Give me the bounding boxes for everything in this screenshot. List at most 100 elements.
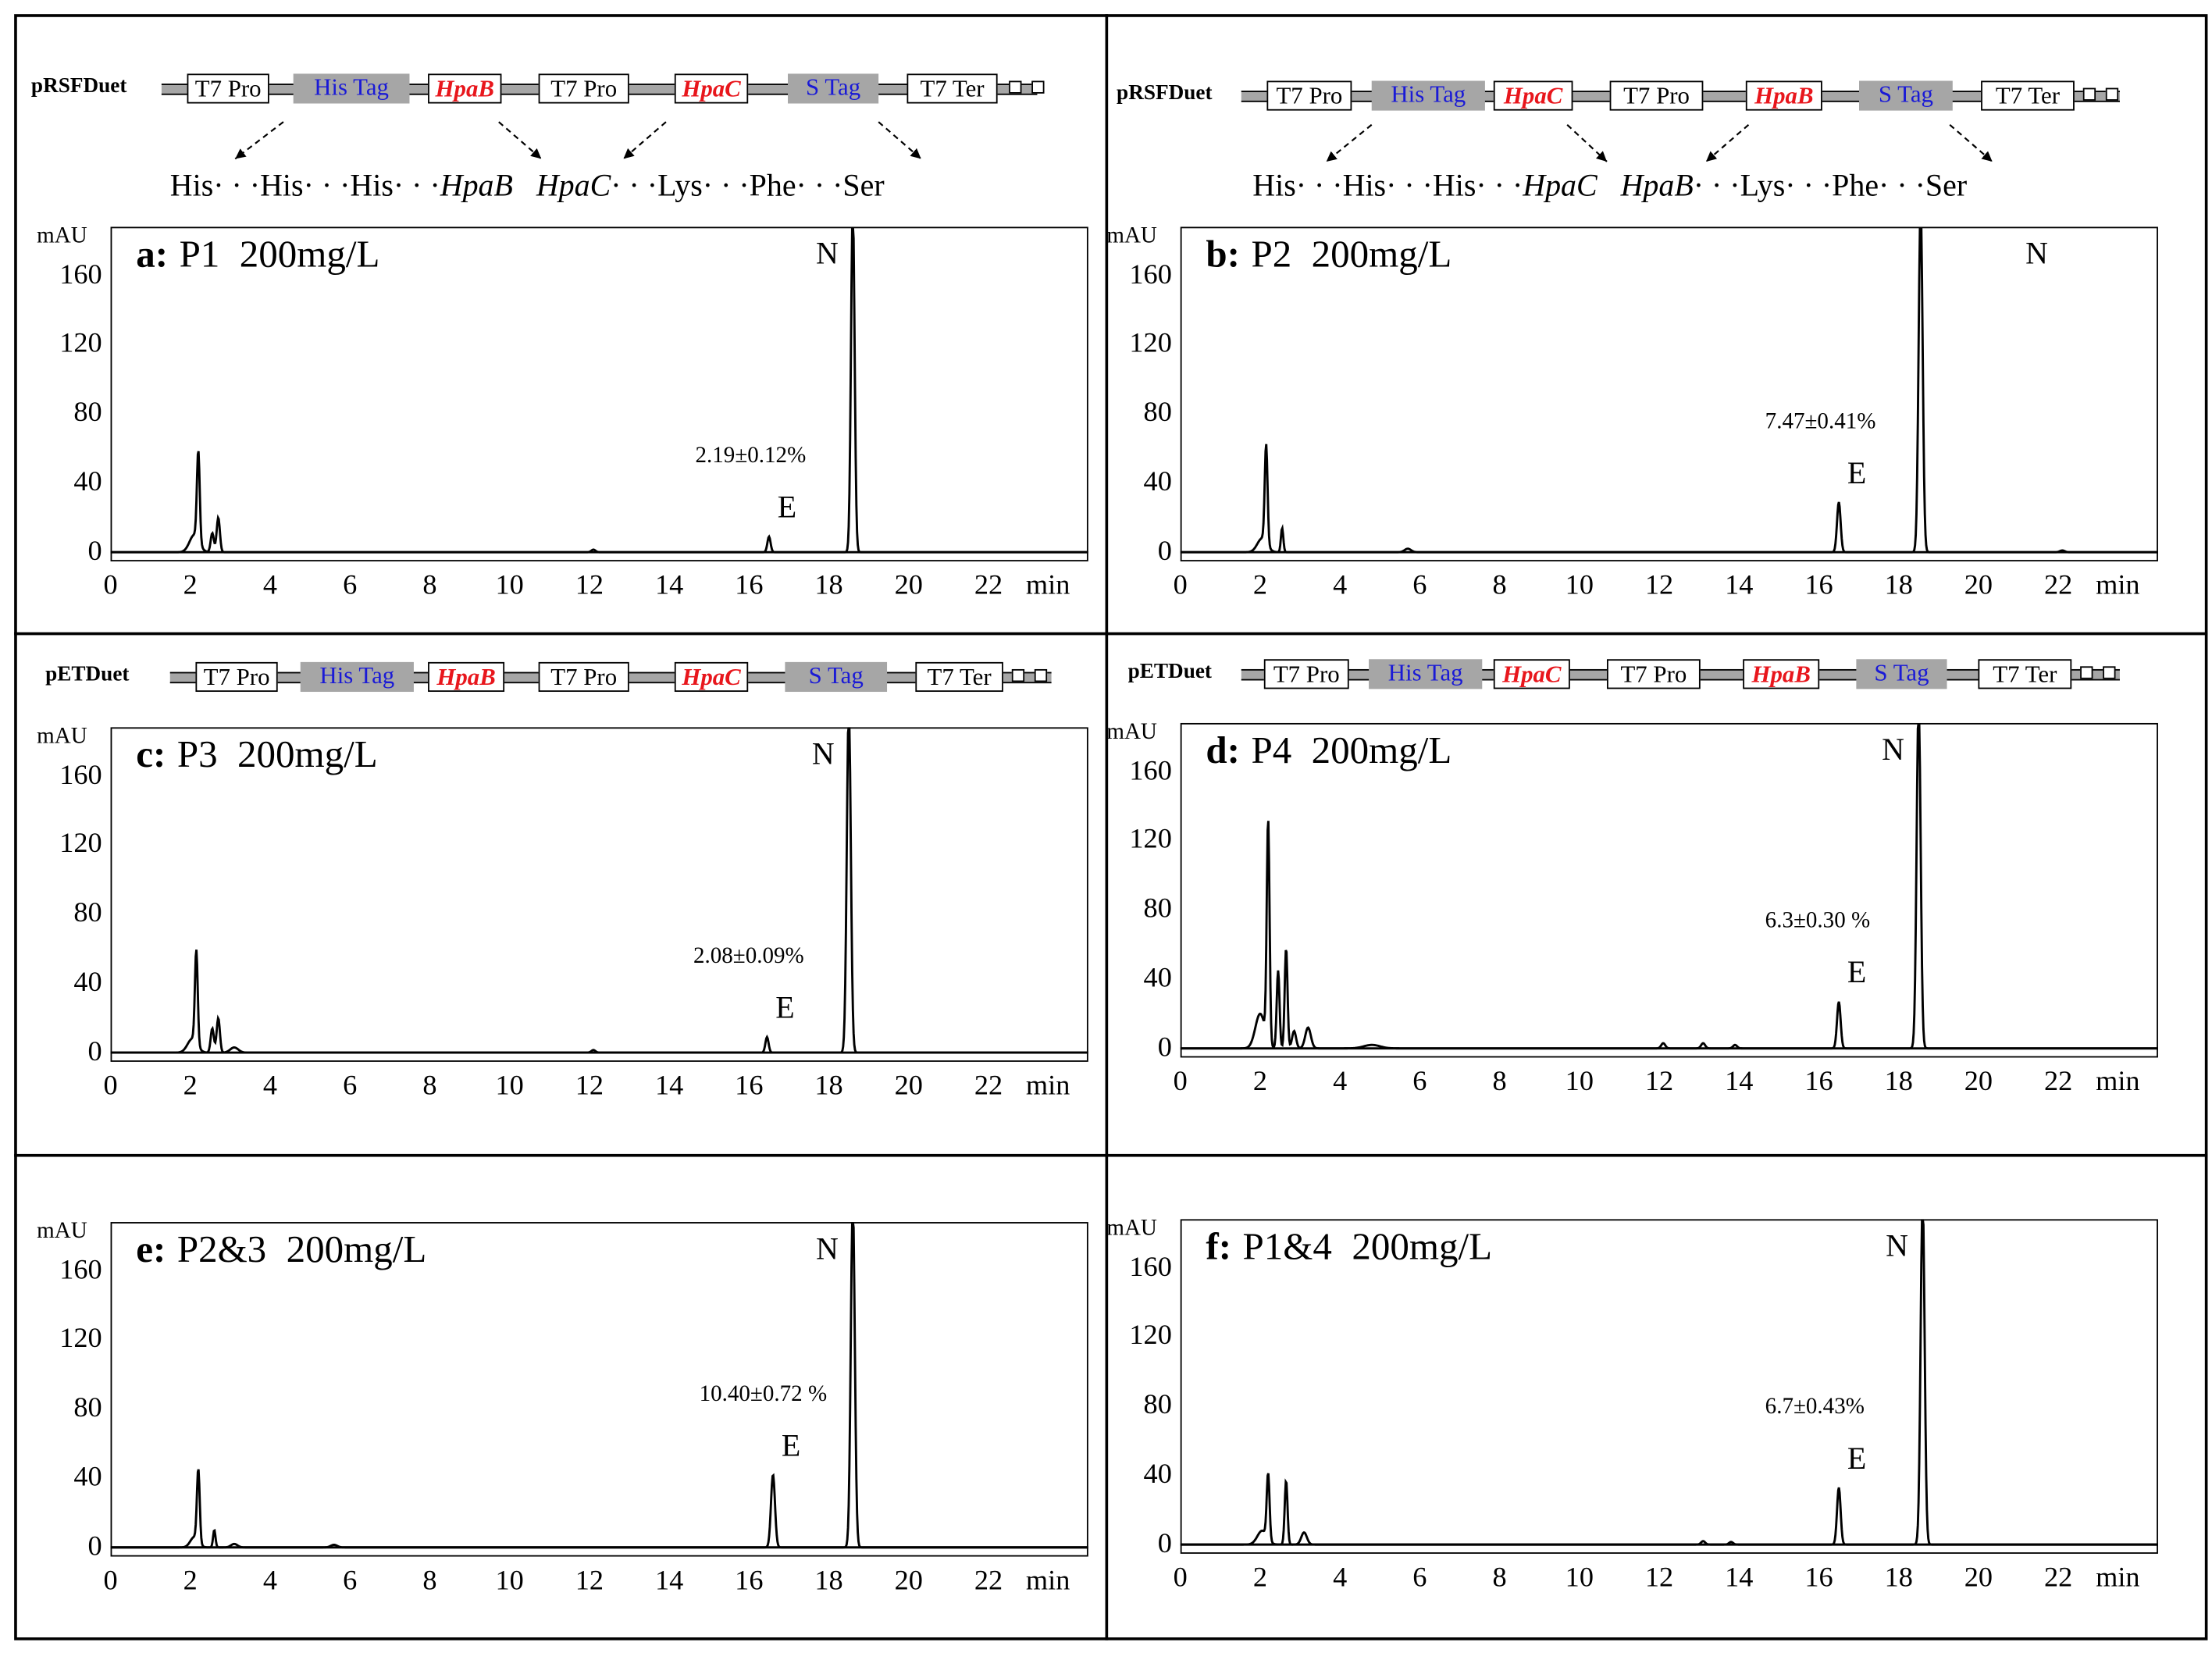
conversion-percent: 6.3±0.30 %	[1765, 908, 1871, 933]
y-tick-label: 80	[1143, 397, 1172, 429]
vector-name: pETDuet	[45, 663, 130, 686]
x-axis-unit: min	[2096, 1066, 2140, 1098]
x-tick-label: 2	[183, 1070, 198, 1102]
chromatogram-trace	[1180, 1219, 2158, 1546]
x-tick-label: 22	[974, 569, 1003, 601]
vector-name: pRSFDuet	[30, 75, 127, 98]
x-tick-label: 14	[1725, 569, 1754, 601]
x-tick-label: 18	[814, 1070, 843, 1102]
y-tick-label: 80	[1143, 1389, 1172, 1421]
conversion-percent: 2.19±0.12%	[695, 444, 807, 468]
ellipsis: · · ·	[611, 167, 658, 203]
y-tick-label: 40	[73, 967, 102, 999]
residue: Lys	[1740, 167, 1786, 203]
gene-name: HpaB	[440, 167, 513, 203]
plot-area	[110, 226, 1088, 561]
t7-terminator: T7 Ter	[907, 73, 998, 104]
x-tick-label: 16	[1804, 1066, 1833, 1098]
y-tick-label: 160	[1129, 258, 1172, 290]
peak-label-n: N	[2025, 235, 2048, 271]
panel-letter: c:	[136, 732, 166, 776]
residue: Phe	[1832, 167, 1879, 203]
gene-1: HpaB	[428, 73, 502, 104]
x-tick-label: 16	[1804, 569, 1833, 601]
gene-name: HpaC	[536, 167, 611, 203]
y-tick-label: 0	[87, 536, 102, 568]
peak-label-n: N	[816, 235, 839, 271]
y-tick-label: 80	[73, 897, 102, 929]
strain-name: P4	[1251, 729, 1292, 771]
s-tag: S Tag	[788, 73, 879, 104]
ellipsis: · · ·	[1476, 167, 1523, 203]
plot-area	[1180, 1219, 2158, 1554]
x-tick-label: 16	[735, 1070, 764, 1102]
y-tick-label: 160	[59, 759, 102, 791]
y-tick-label: 0	[1157, 536, 1172, 568]
row-divider-2	[14, 1153, 2208, 1157]
t7-terminator: T7 Ter	[1978, 659, 2072, 689]
residue: His	[260, 167, 304, 203]
x-tick-label: 16	[1804, 1562, 1833, 1594]
s-tag: S Tag	[785, 661, 888, 693]
his-tag: His Tag	[1369, 659, 1483, 689]
y-tick-label: 40	[73, 1462, 102, 1494]
panel-label: b: P2 200mg/L	[1206, 233, 1452, 276]
x-tick-label: 14	[1725, 1066, 1754, 1098]
x-tick-label: 22	[2043, 1066, 2073, 1098]
x-tick-label: 14	[654, 569, 684, 601]
x-tick-label: 8	[1492, 1066, 1507, 1098]
strain-name: P2	[1251, 232, 1292, 276]
x-tick-label: 6	[343, 1565, 358, 1597]
marker-square	[2103, 666, 2116, 679]
x-tick-label: 22	[2043, 569, 2073, 601]
panel-label: d: P4 200mg/L	[1206, 729, 1452, 772]
translation-sequence-top-left: His· · ·His· · ·His· · ·HpaB HpaC· · ·Ly…	[170, 167, 885, 204]
x-tick-label: 20	[894, 569, 923, 601]
x-tick-label: 10	[1565, 569, 1594, 601]
substrate-conc: 200mg/L	[239, 232, 380, 276]
y-tick-label: 160	[59, 258, 102, 290]
x-tick-label: 14	[654, 1565, 684, 1597]
t7-promoter-1: T7 Pro	[1266, 80, 1352, 111]
peak-label-e: E	[777, 489, 797, 525]
panel-letter: a:	[136, 232, 169, 276]
strain-name: P2&3	[176, 1227, 267, 1270]
y-tick-label: 120	[59, 828, 102, 860]
his-tag: His Tag	[1371, 80, 1485, 111]
t7-promoter-1: T7 Pro	[195, 661, 278, 693]
y-tick-label: 80	[73, 1392, 102, 1424]
panel-label: a: P1 200mg/L	[136, 233, 379, 276]
gene-name: HpaB	[1620, 167, 1694, 203]
substrate-conc: 200mg/L	[1311, 232, 1452, 276]
x-tick-label: 14	[1725, 1562, 1754, 1594]
x-tick-label: 0	[103, 569, 118, 601]
x-tick-label: 8	[422, 1070, 437, 1102]
y-tick-label: 40	[1143, 466, 1172, 498]
x-tick-label: 0	[1173, 1562, 1188, 1594]
y-axis-unit: mAU	[1106, 720, 1157, 745]
peak-label-e: E	[1847, 1440, 1867, 1476]
panel-letter: f:	[1206, 1224, 1232, 1268]
construct-top-left: pRSFDuet T7 Pro His Tag HpaB T7 Pro HpaC…	[31, 71, 1108, 108]
chromatogram-trace	[1180, 722, 2158, 1050]
residue: Lys	[657, 167, 703, 203]
x-tick-label: 18	[1884, 1066, 1913, 1098]
ellipsis: · · ·	[796, 167, 843, 203]
marker-square	[1009, 80, 1022, 94]
x-axis-unit: min	[1025, 569, 1070, 601]
x-tick-label: 4	[1333, 1562, 1348, 1594]
y-tick-label: 0	[87, 1530, 102, 1562]
peak-label-e: E	[1847, 454, 1867, 490]
ellipsis: · · ·	[1879, 167, 1925, 203]
chromatogram-trace	[1180, 226, 2158, 554]
y-tick-label: 80	[73, 397, 102, 429]
x-tick-label: 10	[1565, 1066, 1594, 1098]
ellipsis: · · ·	[213, 167, 261, 203]
y-axis-unit: mAU	[37, 724, 87, 749]
x-tick-label: 12	[1644, 1066, 1674, 1098]
conversion-percent: 10.40±0.72 %	[699, 1381, 828, 1406]
s-tag: S Tag	[1856, 659, 1947, 689]
y-axis-unit: mAU	[37, 223, 87, 248]
x-tick-label: 8	[422, 569, 437, 601]
